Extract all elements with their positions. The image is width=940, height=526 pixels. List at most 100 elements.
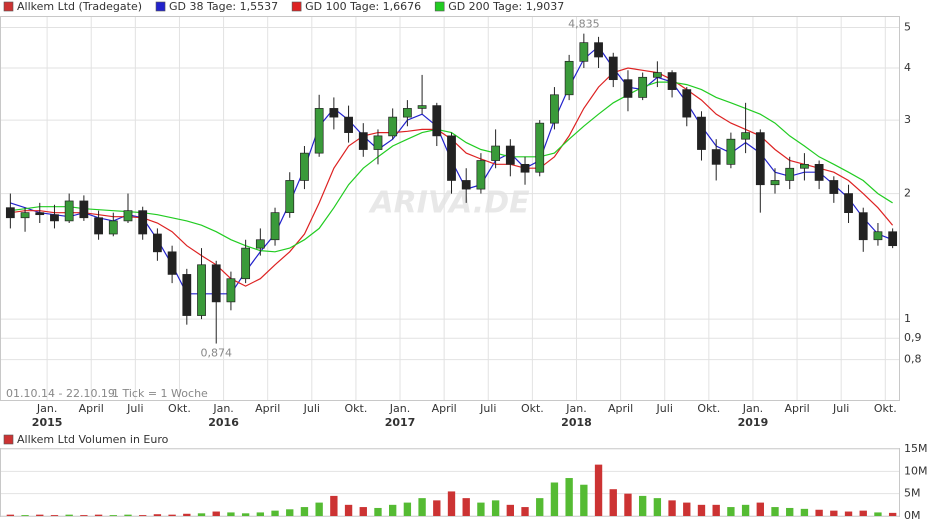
volume-bar <box>271 510 279 516</box>
candle-body <box>652 72 662 78</box>
candle-body <box>873 231 883 241</box>
volume-bar <box>168 514 176 516</box>
candle-body <box>241 247 251 280</box>
candle-body <box>520 163 530 173</box>
volume-bar <box>80 515 88 516</box>
volume-bar <box>565 478 573 516</box>
volume-bar <box>668 500 676 516</box>
volume-bar <box>506 504 514 516</box>
candle-body <box>432 105 442 137</box>
volume-bar <box>241 513 250 516</box>
candle-body <box>814 163 824 181</box>
volume-bar <box>6 514 15 516</box>
volume-bar <box>315 502 323 516</box>
legend-swatch <box>3 1 14 12</box>
candle-body <box>417 105 427 109</box>
tick-info: 1 Tick = 1 Woche <box>112 387 208 400</box>
volume-bar <box>580 484 588 516</box>
y-tick-label: 15M <box>904 442 928 455</box>
candle-body <box>623 79 633 98</box>
candle-body <box>785 167 795 181</box>
volume-bar <box>50 515 59 516</box>
volume-bar <box>888 512 897 516</box>
candle-body <box>402 108 412 118</box>
price-frame <box>0 16 900 401</box>
candle-body <box>153 233 162 253</box>
x-tick-label: Okt. <box>344 402 367 415</box>
high-label: 4,835 <box>568 18 600 31</box>
candle-body <box>344 116 353 133</box>
volume-bar <box>477 502 485 516</box>
volume-bar <box>697 504 706 516</box>
volume-bar <box>153 514 162 516</box>
low-label: 0,874 <box>200 347 232 360</box>
x-year-label: 2016 <box>208 416 239 429</box>
legend-swatch <box>3 434 14 445</box>
volume-bar <box>741 504 750 516</box>
x-year-label: 2018 <box>561 416 592 429</box>
legend-label: GD 200 Tage: 1,9037 <box>448 0 564 13</box>
watermark: ARIVA.DE <box>368 186 530 221</box>
volume-bar <box>609 489 617 516</box>
candle-body <box>388 116 398 137</box>
volume-bar <box>389 504 397 516</box>
x-tick-label: April <box>255 402 280 415</box>
candle-body <box>829 180 839 194</box>
x-tick-label: April <box>79 402 104 415</box>
candle-body <box>226 278 236 303</box>
volume-bar <box>830 510 838 516</box>
volume-bar <box>374 507 382 516</box>
volume-bar <box>727 507 735 516</box>
x-tick-label: Jan. <box>565 402 586 415</box>
x-tick-label: Jan. <box>212 402 233 415</box>
candle-body <box>682 89 692 118</box>
candle-body <box>314 108 324 154</box>
candle-body <box>211 264 221 303</box>
candle-body <box>79 200 89 219</box>
candle-body <box>285 180 295 214</box>
candle-body <box>329 108 339 118</box>
x-tick-label: April <box>608 402 633 415</box>
volume-bar <box>227 512 235 516</box>
candle-body <box>50 214 59 222</box>
legend-swatch <box>155 1 166 12</box>
y-tick-label: 0,8 <box>904 353 922 366</box>
volume-bar <box>197 513 206 516</box>
volume-bar <box>418 498 426 516</box>
candle-body <box>300 152 309 181</box>
x-tick-label: Okt. <box>874 402 897 415</box>
candle-body <box>491 145 501 161</box>
x-tick-label: Jan. <box>389 402 410 415</box>
candle-body <box>667 72 677 90</box>
volume-bar <box>286 509 294 516</box>
volume-bar <box>712 504 720 516</box>
candle-body <box>373 135 383 150</box>
candle-body <box>770 180 780 186</box>
candle-body <box>711 149 721 165</box>
candle-body <box>94 217 103 235</box>
volume-bar <box>874 512 882 516</box>
candle-body <box>550 94 559 124</box>
volume-bar <box>300 507 309 516</box>
volume-bar <box>139 515 147 516</box>
volume-bar <box>433 500 441 516</box>
volume-bar <box>536 498 544 516</box>
volume-bar <box>462 498 470 516</box>
x-year-label: 2015 <box>32 416 63 429</box>
x-year-label: 2019 <box>738 416 769 429</box>
candle-body <box>255 239 265 249</box>
y-tick-label: 10M <box>904 464 928 477</box>
legend-swatch <box>291 1 302 12</box>
volume-bar <box>21 515 29 516</box>
x-tick-label: Jan. <box>36 402 57 415</box>
x-tick-label: Jan. <box>742 402 763 415</box>
candle-body <box>594 42 603 58</box>
y-tick-label: 5 <box>904 21 911 34</box>
volume-bar <box>183 513 191 516</box>
volume-bar <box>624 493 632 516</box>
candle-body <box>358 132 368 150</box>
candle-body <box>697 116 706 150</box>
candle-body <box>20 212 30 219</box>
candle-body <box>505 145 515 165</box>
